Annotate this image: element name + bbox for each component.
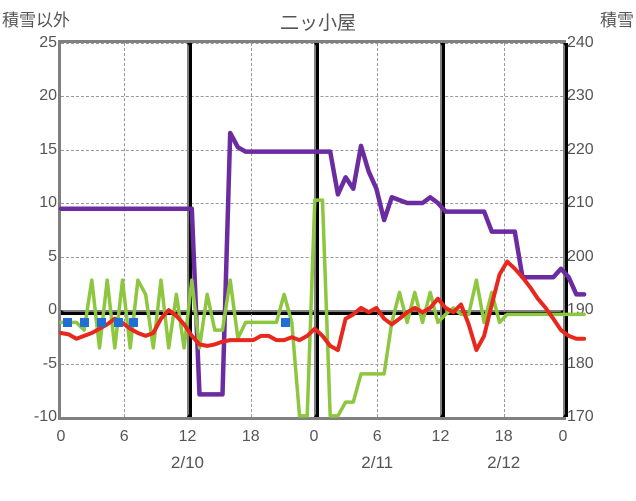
- ytick-left-neg10: -10: [27, 408, 57, 426]
- ytick-left-15: 15: [27, 141, 57, 159]
- red-temperature-line: [61, 262, 584, 351]
- ytick-left-neg5: -5: [27, 355, 57, 373]
- ytick-right-230: 230: [567, 87, 605, 105]
- blue-marker: [80, 318, 89, 327]
- day-label-1: 2/10: [171, 453, 204, 473]
- plot-area: 25 20 15 10 5 0 -5 -10 240 230 220 210 2…: [58, 40, 566, 420]
- right-axis-label: 積雪: [600, 6, 634, 31]
- xtick-1: 6: [120, 428, 129, 446]
- blue-marker: [63, 318, 72, 327]
- xtick-7: 18: [495, 428, 513, 446]
- ytick-right-190: 190: [567, 301, 605, 319]
- ytick-left-5: 5: [27, 248, 57, 266]
- blue-marker: [114, 318, 123, 327]
- ytick-right-180: 180: [567, 355, 605, 373]
- left-axis-label: 積雪以外: [2, 6, 70, 31]
- ytick-left-20: 20: [27, 87, 57, 105]
- xtick-0: 0: [57, 428, 66, 446]
- ytick-left-10: 10: [27, 194, 57, 212]
- xtick-3: 18: [242, 428, 260, 446]
- ytick-right-210: 210: [567, 194, 605, 212]
- xtick-6: 12: [432, 428, 450, 446]
- ytick-left-25: 25: [27, 34, 57, 52]
- xtick-2: 12: [179, 428, 197, 446]
- xtick-8: 0: [559, 428, 568, 446]
- blue-marker: [129, 318, 138, 327]
- xtick-4: 0: [310, 428, 319, 446]
- ytick-right-220: 220: [567, 141, 605, 159]
- chart-title: 二ッ小屋: [0, 8, 636, 35]
- data-series-svg: [61, 43, 569, 423]
- ytick-left-0: 0: [27, 301, 57, 319]
- day-label-2: 2/11: [361, 453, 393, 473]
- ytick-right-170: 170: [567, 408, 605, 426]
- xtick-5: 6: [373, 428, 382, 446]
- blue-marker: [281, 318, 290, 327]
- day-label-3: 2/12: [487, 453, 520, 473]
- blue-marker: [97, 318, 106, 327]
- ytick-right-200: 200: [567, 248, 605, 266]
- chart-root: 二ッ小屋 積雪以外 積雪 25 20 15 10 5 0 -5 -10 240 …: [0, 0, 636, 501]
- ytick-right-240: 240: [567, 34, 605, 52]
